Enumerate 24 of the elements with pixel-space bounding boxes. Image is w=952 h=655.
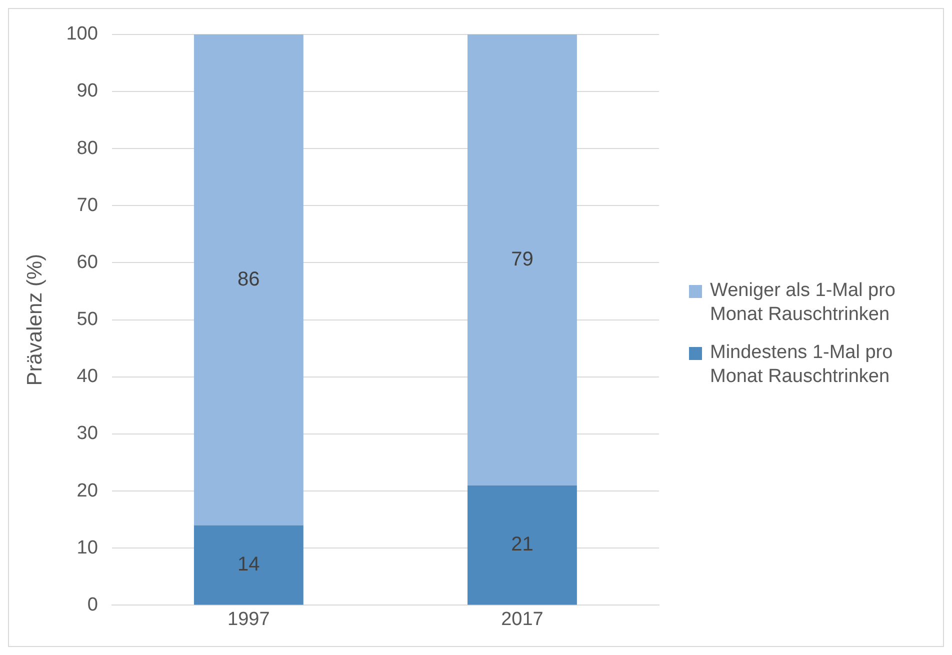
y-tick-label: 20 xyxy=(76,480,98,502)
y-tick-label: 70 xyxy=(76,194,98,216)
y-tick-label: 40 xyxy=(76,366,98,388)
legend-label: Mindestens 1-Mal pro Monat Rauschtrinken xyxy=(710,341,894,389)
legend-label: Weniger als 1-Mal pro Monat Rauschtrinken xyxy=(710,279,897,327)
y-tick-label: 10 xyxy=(76,537,98,558)
bar xyxy=(468,485,577,605)
x-tick-label: 2017 xyxy=(501,608,544,630)
y-axis-title: Prävalenz (%) xyxy=(23,254,46,386)
y-tick-label: 50 xyxy=(76,309,98,330)
y-tick-label: 60 xyxy=(76,252,98,273)
data-label: 14 xyxy=(238,554,260,576)
y-tick-label: 90 xyxy=(76,80,98,102)
y-tick-label: 100 xyxy=(66,24,98,45)
x-tick-label: 1997 xyxy=(228,608,270,630)
bar xyxy=(468,34,577,486)
data-label: 86 xyxy=(238,268,260,290)
bar xyxy=(194,525,304,605)
data-label: 21 xyxy=(511,534,534,556)
y-tick-label: 30 xyxy=(76,423,98,444)
y-tick-label: 80 xyxy=(76,138,98,159)
y-tick-label: 0 xyxy=(87,594,98,616)
bar xyxy=(194,34,304,526)
data-label: 79 xyxy=(511,248,534,270)
